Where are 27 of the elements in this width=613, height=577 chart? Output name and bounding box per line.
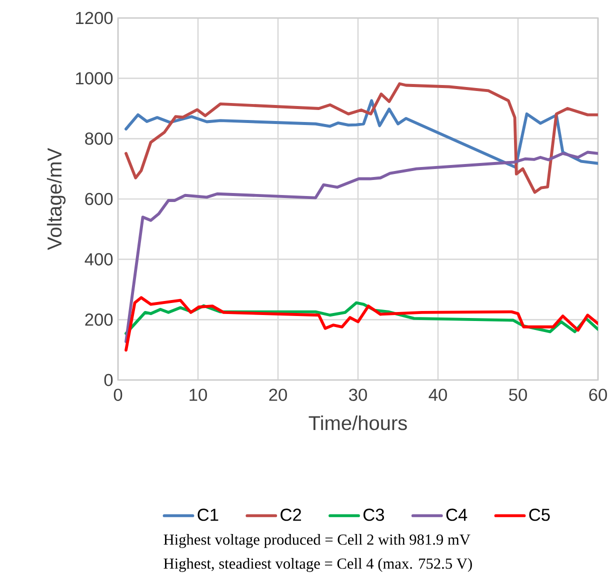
- y-tick-label: 600: [85, 192, 113, 206]
- legend-label: C2: [280, 508, 302, 521]
- y-tick-label: 1000: [76, 72, 113, 84]
- x-tick-label: 60: [589, 388, 607, 401]
- legend-label: C1: [198, 508, 218, 521]
- y-tick-label: 400: [84, 253, 113, 266]
- x-tick-label: 0: [114, 388, 122, 401]
- y-tick-label: 800: [85, 132, 113, 145]
- x-tick-label: 20: [269, 388, 287, 401]
- x-tick-label: 30: [349, 388, 367, 401]
- legend-label: C3: [363, 508, 384, 521]
- line-series: [124, 296, 598, 352]
- text: Highest, steadiest voltage = Cell 4 (max. 752.5 V): [164, 558, 472, 572]
- text: Highest voltage produced = Cell 2 with 981.9 mV: [164, 534, 470, 548]
- y-tick-label: 0: [104, 374, 113, 386]
- y-tick-label: 1200: [76, 12, 113, 24]
- x-tick-label: 50: [509, 388, 527, 401]
- y-axis-title: Voltage/mV: [46, 148, 66, 250]
- x-axis-title: Time/hours: [308, 415, 407, 430]
- y-tick-label: 200: [85, 314, 113, 326]
- line-series: [124, 99, 598, 169]
- line-series: [124, 150, 598, 344]
- line-series: [124, 82, 598, 194]
- legend-label: C4: [446, 508, 468, 521]
- x-tick-label: 40: [428, 388, 447, 401]
- legend-label: C5: [529, 508, 550, 521]
- x-tick-label: 10: [190, 388, 207, 401]
